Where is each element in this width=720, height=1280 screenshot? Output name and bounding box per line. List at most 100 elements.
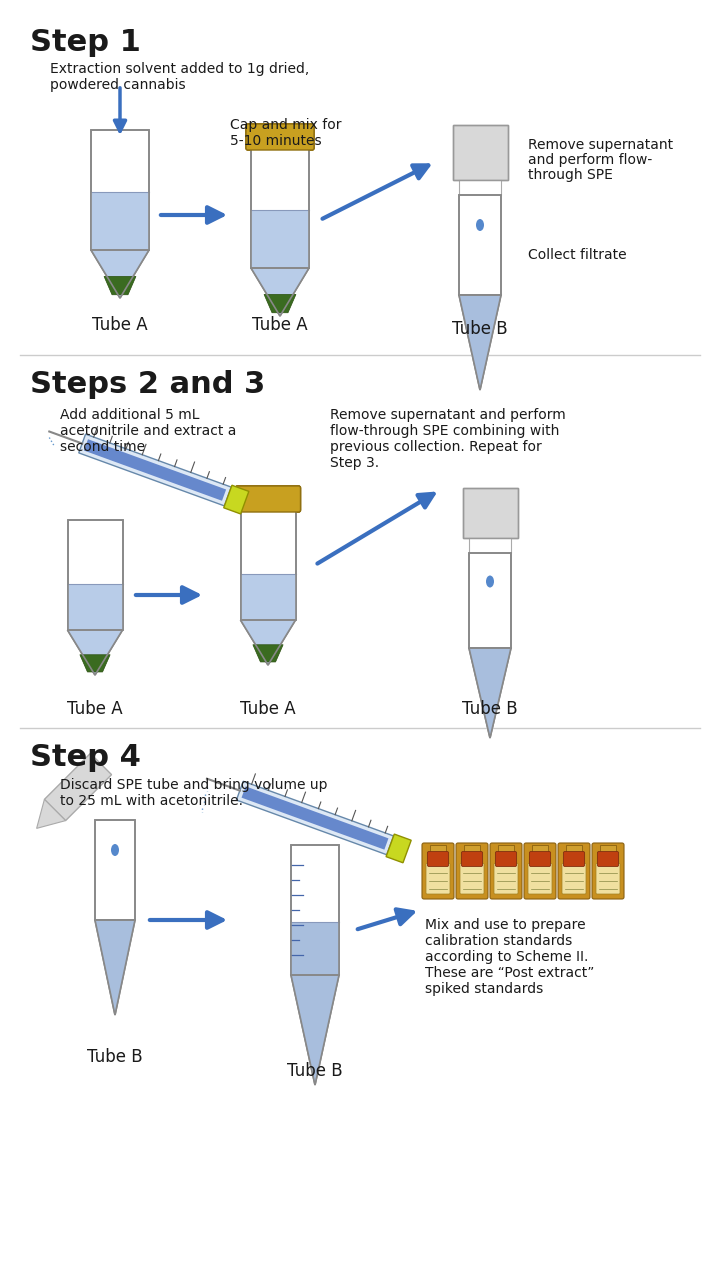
FancyBboxPatch shape <box>528 864 552 893</box>
Polygon shape <box>240 509 295 620</box>
Text: and perform flow-: and perform flow- <box>528 154 652 166</box>
FancyBboxPatch shape <box>235 486 300 512</box>
Polygon shape <box>95 920 135 1015</box>
Text: Tube B: Tube B <box>287 1062 343 1080</box>
FancyBboxPatch shape <box>529 851 551 867</box>
Text: flow-through SPE combining with: flow-through SPE combining with <box>330 424 559 438</box>
Polygon shape <box>68 630 122 675</box>
Polygon shape <box>469 648 511 739</box>
Text: Remove supernatant: Remove supernatant <box>528 138 673 152</box>
Polygon shape <box>459 180 501 195</box>
Polygon shape <box>253 645 283 662</box>
Polygon shape <box>95 920 135 1015</box>
FancyBboxPatch shape <box>422 844 454 899</box>
FancyBboxPatch shape <box>246 124 314 150</box>
Text: second time: second time <box>60 440 145 454</box>
FancyBboxPatch shape <box>598 851 618 867</box>
Ellipse shape <box>111 844 119 856</box>
Text: Step 3.: Step 3. <box>330 456 379 470</box>
Text: Tube A: Tube A <box>67 700 123 718</box>
Polygon shape <box>91 131 149 250</box>
Text: Tube A: Tube A <box>252 316 308 334</box>
FancyBboxPatch shape <box>235 486 300 512</box>
Ellipse shape <box>486 576 494 588</box>
Polygon shape <box>291 975 339 1085</box>
Bar <box>532 845 548 855</box>
Polygon shape <box>104 276 136 294</box>
Polygon shape <box>45 754 112 820</box>
Polygon shape <box>224 485 249 515</box>
FancyBboxPatch shape <box>494 864 518 893</box>
Polygon shape <box>78 434 231 506</box>
Bar <box>567 845 582 855</box>
Polygon shape <box>459 294 501 390</box>
FancyBboxPatch shape <box>495 851 517 867</box>
Text: to 25 mL with acetonitrile.: to 25 mL with acetonitrile. <box>60 794 243 808</box>
Polygon shape <box>240 620 295 666</box>
Text: Discard SPE tube and bring volume up: Discard SPE tube and bring volume up <box>60 778 328 792</box>
Text: Step 4: Step 4 <box>30 742 141 772</box>
Polygon shape <box>68 630 122 675</box>
FancyBboxPatch shape <box>524 844 556 899</box>
Text: Remove supernatant and perform: Remove supernatant and perform <box>330 408 566 422</box>
FancyBboxPatch shape <box>246 124 314 150</box>
Text: calibration standards: calibration standards <box>425 934 572 948</box>
Text: Add additional 5 mL: Add additional 5 mL <box>60 408 199 422</box>
Polygon shape <box>241 786 389 850</box>
Ellipse shape <box>476 219 484 230</box>
Polygon shape <box>386 835 411 863</box>
Text: Tube B: Tube B <box>87 1048 143 1066</box>
FancyBboxPatch shape <box>460 864 484 893</box>
Polygon shape <box>291 845 339 975</box>
Text: Mix and use to prepare: Mix and use to prepare <box>425 918 585 932</box>
Polygon shape <box>251 210 309 268</box>
FancyBboxPatch shape <box>596 864 620 893</box>
Polygon shape <box>91 250 149 298</box>
Polygon shape <box>251 268 309 316</box>
Text: These are “Post extract”: These are “Post extract” <box>425 966 595 980</box>
Polygon shape <box>240 573 295 620</box>
Text: Collect filtrate: Collect filtrate <box>528 248 626 262</box>
Polygon shape <box>459 294 501 390</box>
FancyBboxPatch shape <box>592 844 624 899</box>
FancyBboxPatch shape <box>563 851 585 867</box>
Polygon shape <box>68 520 122 630</box>
FancyBboxPatch shape <box>235 486 300 512</box>
Text: Extraction solvent added to 1g dried,: Extraction solvent added to 1g dried, <box>50 61 310 76</box>
Polygon shape <box>291 975 339 1085</box>
Polygon shape <box>469 538 511 553</box>
Polygon shape <box>251 148 309 268</box>
FancyBboxPatch shape <box>558 844 590 899</box>
Text: Step 1: Step 1 <box>30 28 141 58</box>
Polygon shape <box>37 800 66 828</box>
Text: 5-10 minutes: 5-10 minutes <box>230 134 322 148</box>
Text: Tube B: Tube B <box>462 700 518 718</box>
Polygon shape <box>236 781 394 855</box>
Text: through SPE: through SPE <box>528 168 613 182</box>
FancyBboxPatch shape <box>562 864 586 893</box>
FancyBboxPatch shape <box>426 864 450 893</box>
Bar <box>431 845 446 855</box>
Polygon shape <box>469 553 511 648</box>
Polygon shape <box>84 439 226 500</box>
Text: spiked standards: spiked standards <box>425 982 544 996</box>
Text: Steps 2 and 3: Steps 2 and 3 <box>30 370 265 399</box>
Text: acetonitrile and extract a: acetonitrile and extract a <box>60 424 236 438</box>
FancyBboxPatch shape <box>246 124 314 150</box>
Polygon shape <box>469 648 511 739</box>
Polygon shape <box>240 620 295 666</box>
Polygon shape <box>291 922 339 975</box>
Polygon shape <box>251 268 309 316</box>
Text: Tube A: Tube A <box>240 700 296 718</box>
Polygon shape <box>452 125 508 180</box>
Polygon shape <box>91 192 149 250</box>
Text: previous collection. Repeat for: previous collection. Repeat for <box>330 440 541 454</box>
FancyBboxPatch shape <box>462 851 482 867</box>
Bar <box>464 845 480 855</box>
Text: Cap and mix for: Cap and mix for <box>230 118 341 132</box>
Polygon shape <box>68 584 122 630</box>
Polygon shape <box>264 294 296 312</box>
Bar <box>600 845 616 855</box>
Polygon shape <box>91 250 149 298</box>
Polygon shape <box>80 655 110 672</box>
